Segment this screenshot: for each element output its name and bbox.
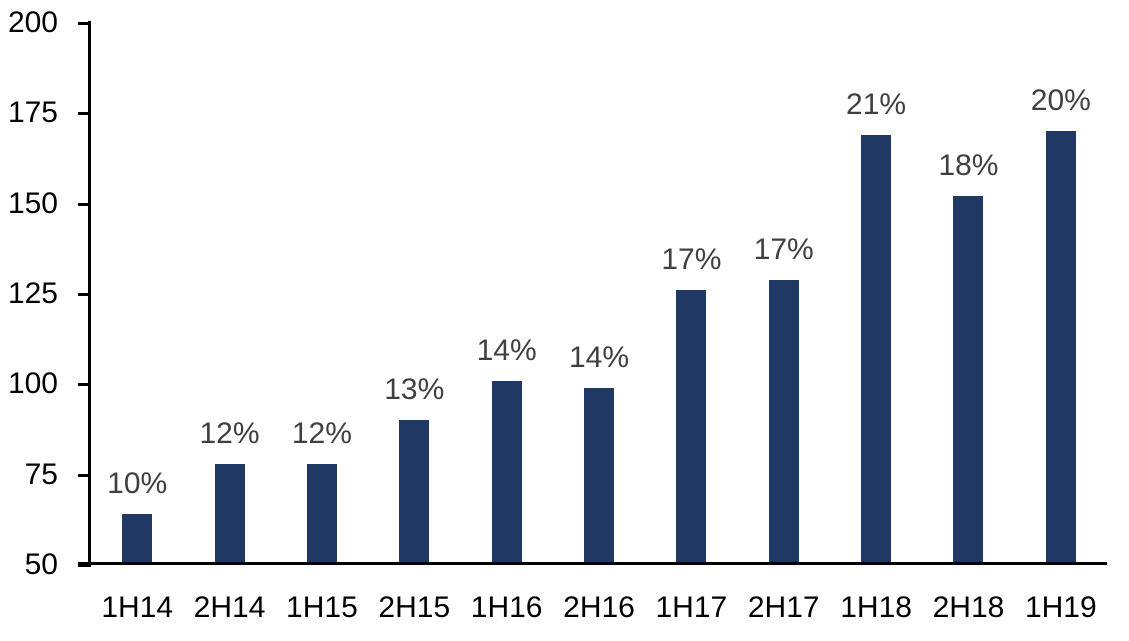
bar-value-label: 17% (661, 243, 722, 277)
bar-1h18 (861, 135, 892, 565)
y-tick-label: 200 (7, 6, 58, 39)
x-axis-line (78, 562, 1107, 565)
y-axis-tick-labels: 200 175 150 125 100 75 50 (0, 6, 58, 581)
bar-2h16 (584, 387, 614, 565)
y-tick-label: 150 (7, 186, 58, 220)
bar-2h18 (953, 196, 984, 565)
bar-value-label: 10% (107, 467, 168, 501)
bar-2h17 (768, 279, 799, 565)
x-axis-labels: 1H14 2H14 1H15 2H15 1H16 2H16 1H17 2H17 1H18 2H18… (91, 591, 1107, 631)
bar-value-label: 13% (384, 373, 445, 407)
bar-value-label: 17% (753, 232, 814, 266)
bar-2h15 (399, 420, 430, 565)
bar-2h14 (214, 463, 245, 565)
x-tick-label: 2H15 (378, 591, 451, 624)
y-axis-line (88, 21, 91, 565)
x-tick-label: 1H18 (840, 591, 912, 624)
y-tick-label: 50 (24, 548, 58, 581)
x-tick-label: 2H17 (747, 591, 820, 624)
x-tick-label: 1H17 (655, 591, 728, 624)
bar-value-label: 20% (1030, 84, 1091, 118)
y-tick-mark (78, 383, 91, 387)
x-tick-label: 1H16 (470, 591, 543, 624)
bar-value-label: 18% (938, 149, 999, 183)
x-tick-label: 1H15 (286, 591, 358, 624)
x-tick-label: 2H14 (193, 591, 266, 624)
y-tick-label: 75 (24, 457, 58, 491)
bar-1h14 (122, 514, 153, 565)
bar-1h17 (676, 290, 707, 565)
y-tick-label: 125 (7, 277, 58, 310)
bar-value-label: 14% (476, 333, 537, 367)
bar-1h19 (1045, 131, 1076, 565)
y-tick-label: 175 (7, 96, 58, 130)
bar-value-label: 21% (846, 88, 907, 122)
y-tick-label: 100 (7, 367, 58, 401)
y-tick-mark (78, 293, 91, 296)
x-tick-label: 2H18 (932, 591, 1005, 624)
bar-1h15 (306, 463, 337, 565)
bar-value-label: 14% (568, 340, 630, 374)
y-tick-mark (78, 564, 91, 567)
y-tick-mark (78, 473, 91, 477)
y-tick-mark (78, 202, 91, 206)
bar-value-label: 12% (291, 416, 352, 450)
y-tick-mark (78, 112, 91, 116)
bar-value-label: 12% (199, 416, 260, 450)
x-tick-label: 1H14 (101, 591, 174, 624)
y-tick-mark (78, 22, 91, 25)
bar-1h16 (491, 380, 522, 565)
plot-area: 10% 12% 12% 13% 14% 14% 17% 17% 21% 18% 20% (78, 21, 1107, 567)
x-tick-label: 1H19 (1024, 591, 1097, 624)
x-tick-label: 2H16 (563, 591, 635, 624)
